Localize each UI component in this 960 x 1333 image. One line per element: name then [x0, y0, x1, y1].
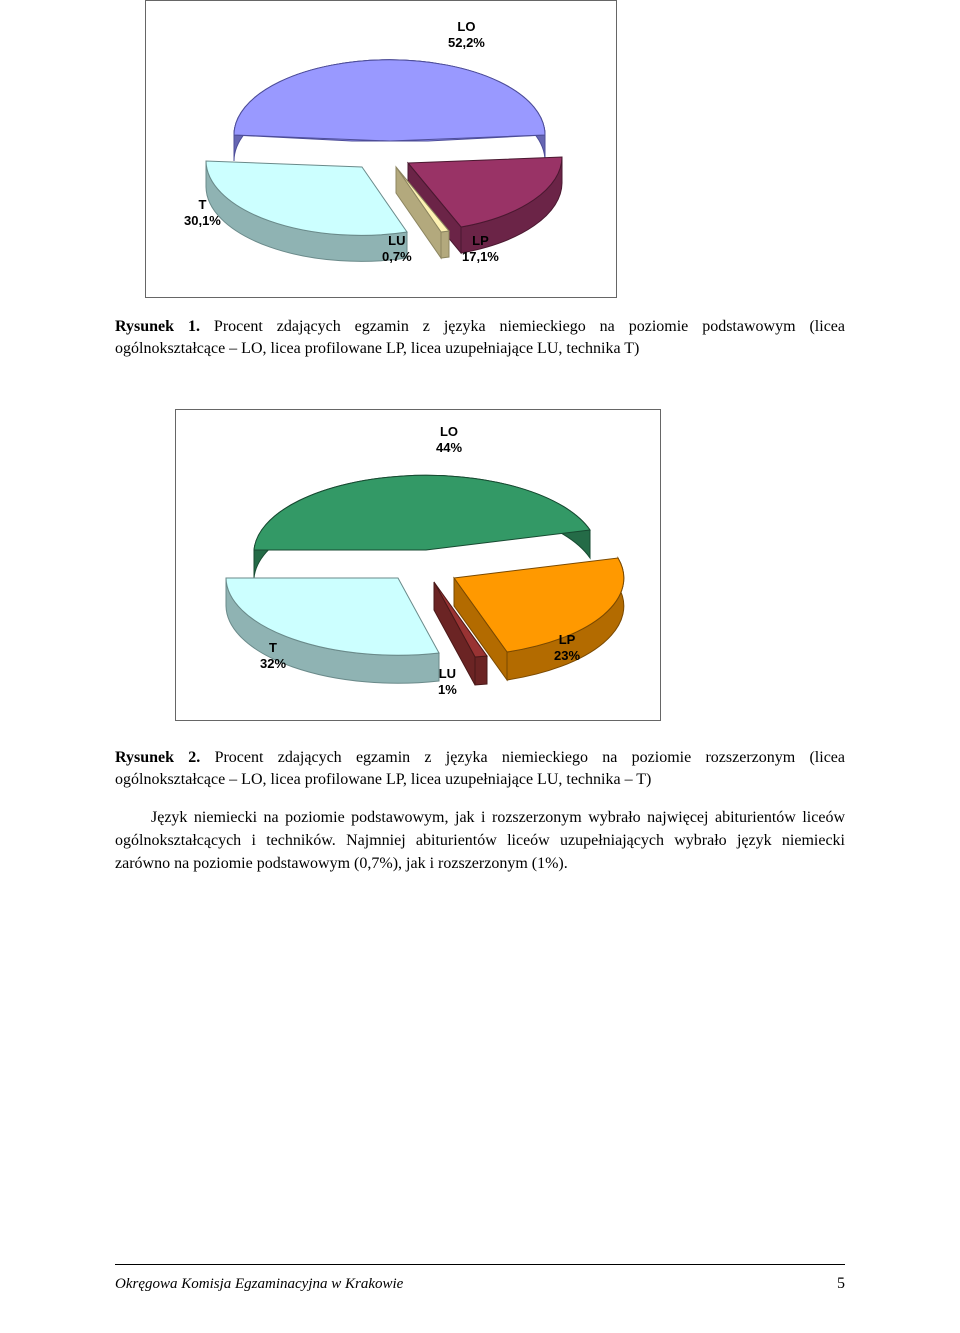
- label-lp-name: LP: [472, 233, 489, 248]
- label-lo-val: 52,2%: [448, 35, 485, 50]
- chart2-label-lp: LP 23%: [554, 632, 580, 665]
- chart1-slice-lo: [234, 60, 545, 161]
- label-t-name: T: [198, 197, 206, 212]
- label2-lp-name: LP: [559, 632, 576, 647]
- chart2-slice-t: [226, 578, 439, 683]
- chart2-label-lo: LO 44%: [436, 424, 462, 457]
- chart2-svg: [176, 410, 662, 722]
- label2-t-name: T: [269, 640, 277, 655]
- label2-lu-name: LU: [439, 666, 456, 681]
- chart1-label-t: T 30,1%: [184, 197, 221, 230]
- footer: Okręgowa Komisja Egzaminacyjna w Krakowi…: [115, 1275, 845, 1293]
- chart1-label-lu: LU 0,7%: [382, 233, 412, 266]
- caption1-text: Procent zdających egzamin z języka niemi…: [115, 318, 845, 357]
- caption1-title: Rysunek 1.: [115, 318, 200, 335]
- label-lo-name: LO: [457, 19, 475, 34]
- chart1-slice-t: [206, 161, 407, 261]
- caption2-title: Rysunek 2.: [115, 749, 200, 766]
- chart2-label-t: T 32%: [260, 640, 286, 673]
- chart2-label-lu: LU 1%: [438, 666, 457, 699]
- label-lu-val: 0,7%: [382, 249, 412, 264]
- chart1-frame: LO 52,2% LP 17,1% LU 0,7% T 30,1%: [145, 0, 617, 298]
- caption2-text: Procent zdających egzamin z języka niemi…: [115, 749, 845, 788]
- caption-fig2: Rysunek 2. Procent zdających egzamin z j…: [115, 747, 845, 792]
- label-lu-name: LU: [388, 233, 405, 248]
- label2-lp-val: 23%: [554, 648, 580, 663]
- chart1-label-lp: LP 17,1%: [462, 233, 499, 266]
- body-paragraph: Język niemiecki na poziomie podstawowym,…: [115, 806, 845, 876]
- label2-lu-val: 1%: [438, 682, 457, 697]
- chart2-frame: LO 44% LP 23% LU 1% T 32%: [175, 409, 661, 721]
- footer-page: 5: [837, 1275, 845, 1293]
- chart1-label-lo: LO 52,2%: [448, 19, 485, 52]
- label-t-val: 30,1%: [184, 213, 221, 228]
- chart2-slice-lo: [254, 475, 590, 578]
- label2-lo-name: LO: [440, 424, 458, 439]
- caption-fig1: Rysunek 1. Procent zdających egzamin z j…: [115, 316, 845, 361]
- label-lp-val: 17,1%: [462, 249, 499, 264]
- label2-lo-val: 44%: [436, 440, 462, 455]
- footer-rule: [115, 1264, 845, 1265]
- label2-t-val: 32%: [260, 656, 286, 671]
- footer-source: Okręgowa Komisja Egzaminacyjna w Krakowi…: [115, 1276, 403, 1293]
